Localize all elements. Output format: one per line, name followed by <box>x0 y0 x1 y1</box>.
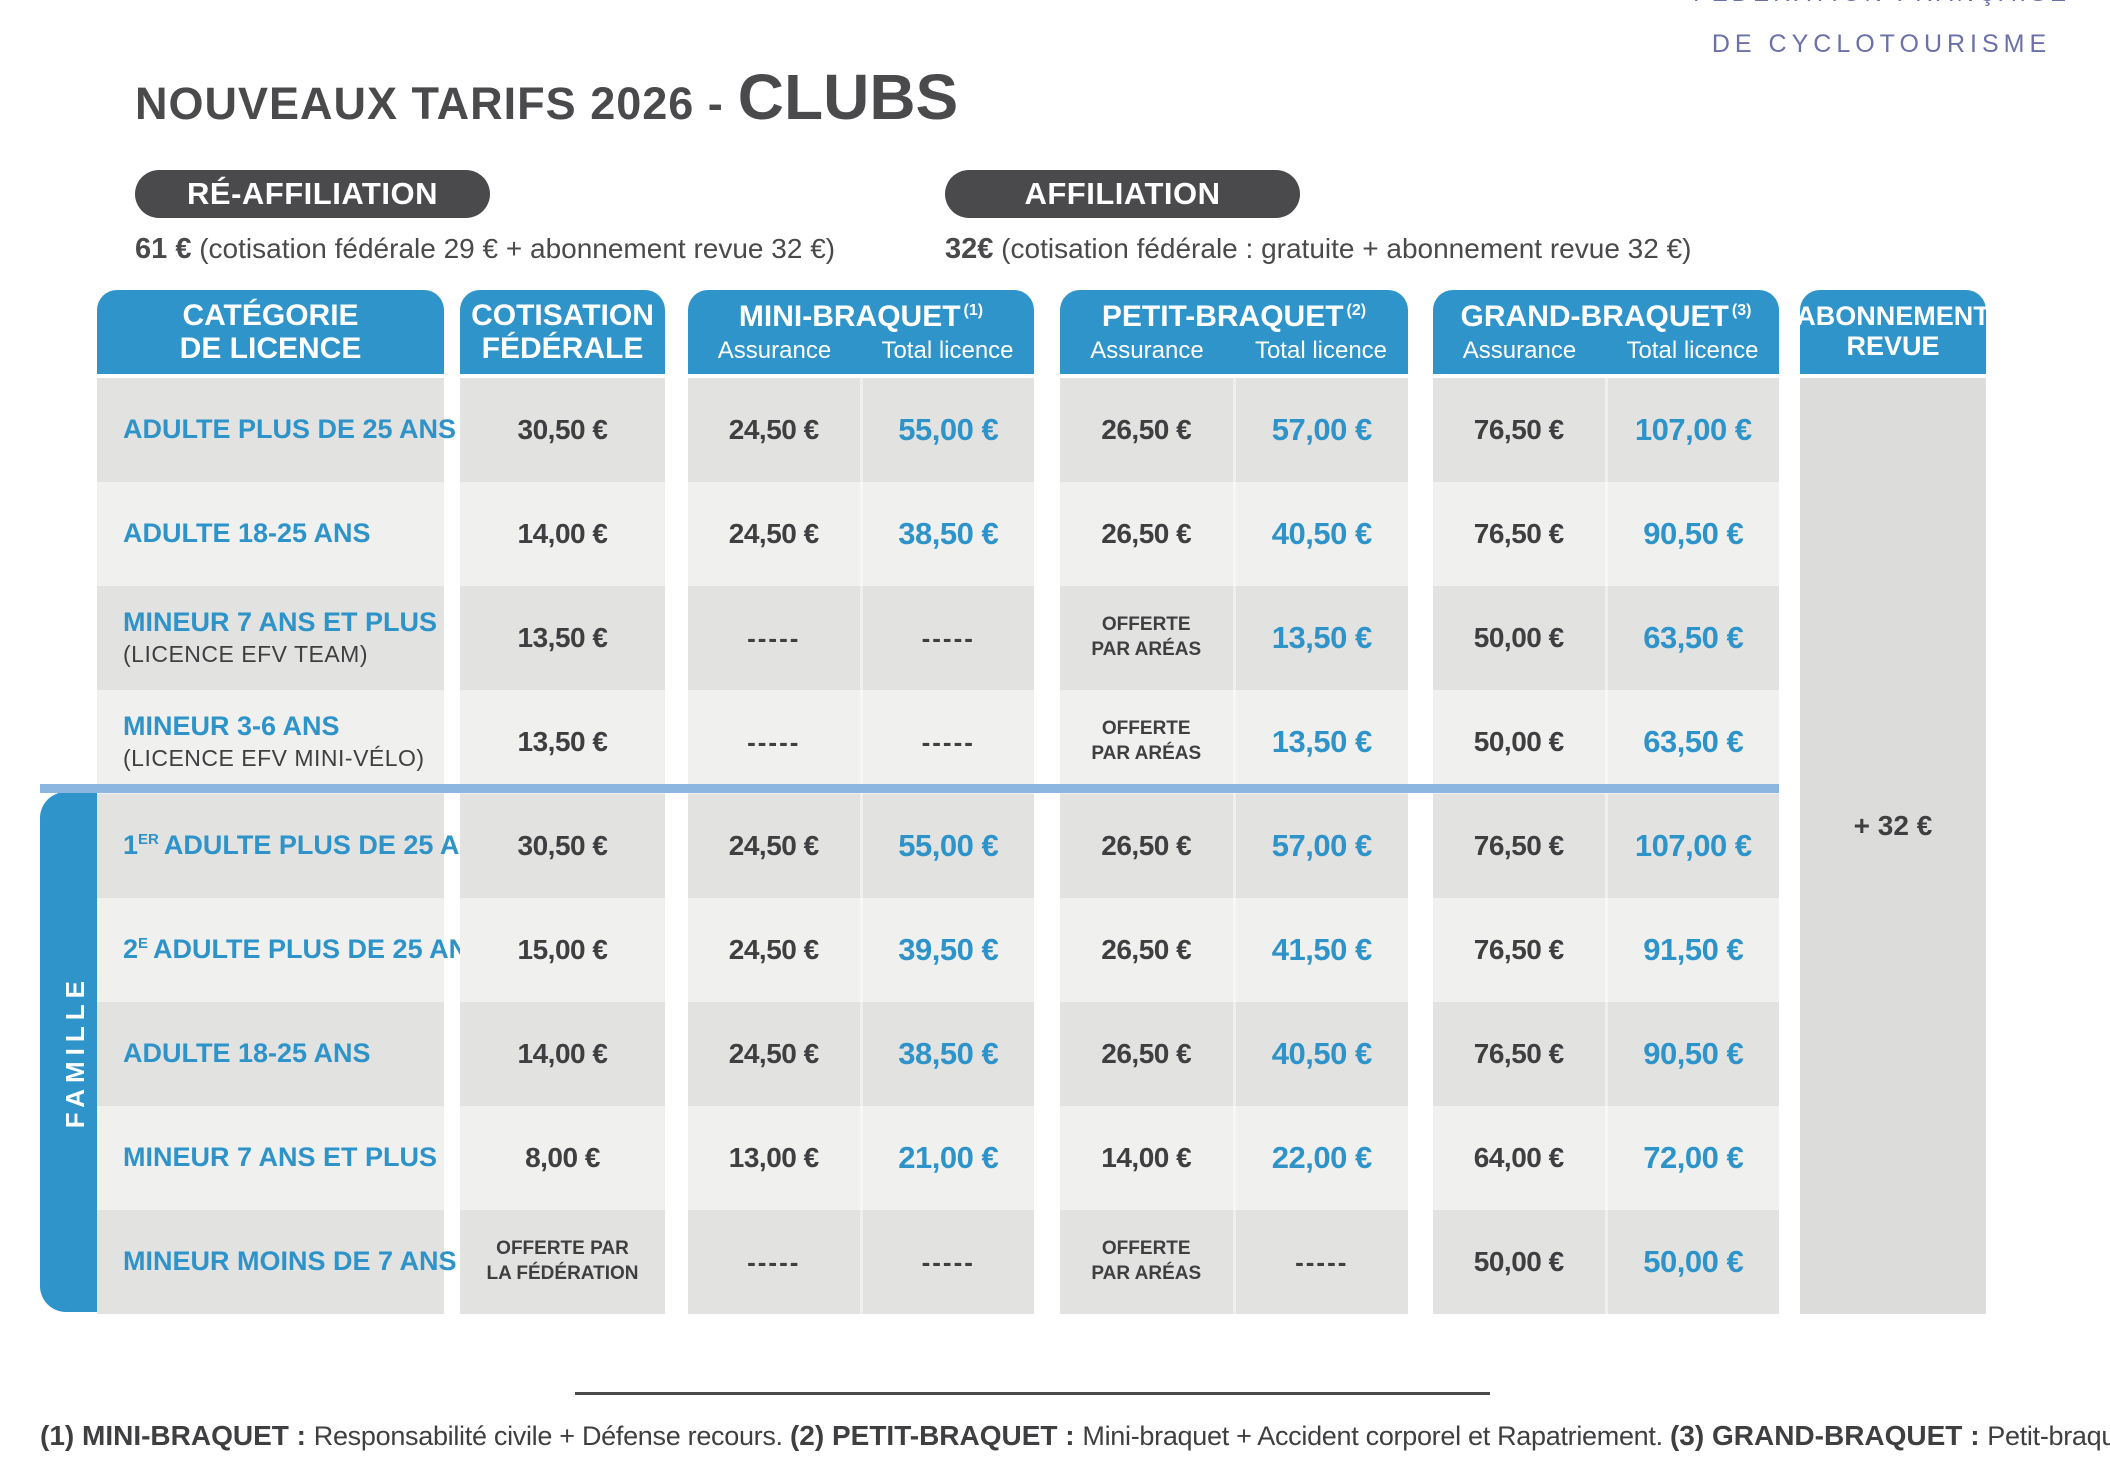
petit-braquet-cell: 26,50 €40,50 € <box>1060 482 1408 586</box>
column-abonnement-revue: ABONNEMENT REVUE + 32 € <box>1796 290 1990 1314</box>
grand-braquet-cell: 76,50 €90,50 € <box>1433 482 1779 586</box>
petit-braquet-cell: 14,00 €22,00 € <box>1060 1106 1408 1210</box>
petit-braquet-cell: 26,50 €41,50 € <box>1060 898 1408 1002</box>
grand-braquet-cell: 76,50 €91,50 € <box>1433 898 1779 1002</box>
footnotes: (1) MINI-BRAQUET : Responsabilité civile… <box>40 1420 2110 1452</box>
subheader-total-licence: Total licence <box>1626 337 1759 364</box>
reaffiliation-label: RÉ-AFFILIATION <box>187 176 438 211</box>
cotisation-cell: 13,50 € <box>460 690 665 794</box>
grand-braquet-cell: 64,00 €72,00 € <box>1433 1106 1779 1210</box>
subheader-assurance: Assurance <box>1462 337 1577 364</box>
cotisation-cell: 8,00 € <box>460 1106 665 1210</box>
subheader-total-licence: Total licence <box>1254 337 1388 364</box>
petit-braquet-cell: 26,50 €57,00 € <box>1060 378 1408 482</box>
affiliation-detail-text: (cotisation fédérale : gratuite + abonne… <box>1001 233 1692 264</box>
petit-braquet-cell: OFFERTE PAR ARÉAS 13,50 € <box>1060 690 1408 794</box>
logo-text: DE CYCLOTOURISME <box>1711 30 2052 58</box>
petit-braquet-cell: OFFERTE PAR ARÉAS ----- <box>1060 1210 1408 1314</box>
petit-braquet-cell: OFFERTE PAR ARÉAS 13,50 € <box>1060 586 1408 690</box>
cotisation-cell: 30,50 € <box>460 794 665 898</box>
header-categorie: CATÉGORIE DE LICENCE <box>97 290 444 374</box>
page-title: NOUVEAUX TARIFS 2026 - CLUBS <box>135 60 958 134</box>
header-cotisation: COTISATION FÉDÉRALE <box>460 290 665 374</box>
petit-braquet-cell: 26,50 €40,50 € <box>1060 1002 1408 1106</box>
header-categorie-line1: CATÉGORIE <box>182 299 359 332</box>
header-abonnement-line1: ABONNEMENT <box>1796 301 1990 332</box>
header-cotisation-line2: FÉDÉRALE <box>481 332 644 365</box>
column-petit-braquet: PETIT-BRAQUET (2) Assurance Total licence… <box>1060 290 1408 1314</box>
reaffiliation-price: 61 € <box>135 233 192 265</box>
footnote-term: (2) PETIT-BRAQUET : <box>789 1420 1083 1451</box>
category-cell: 1ER ADULTE PLUS DE 25 ANS <box>97 794 497 898</box>
column-grand-braquet: GRAND-BRAQUET (3) Assurance Total licence… <box>1433 290 1779 1314</box>
affiliation-label: AFFILIATION <box>1024 176 1221 211</box>
footnote-desc: Petit-braquet + dommage au vélo. <box>1987 1421 2110 1451</box>
cotisation-cell: 15,00 € <box>460 898 665 1002</box>
subheader-assurance: Assurance <box>1090 337 1204 364</box>
footnote-desc: Mini-braquet + Accident corporel et Rapa… <box>1082 1421 1670 1451</box>
category-cell: ADULTE PLUS DE 25 ANS <box>97 378 456 482</box>
cotisation-cell: 14,00 € <box>460 1002 665 1106</box>
reaffiliation-badge: RÉ-AFFILIATION <box>135 170 490 218</box>
header-cotisation-line1: COTISATION <box>471 299 654 332</box>
mini-braquet-cell: ----- ----- <box>688 586 1034 690</box>
grand-braquet-cell: 76,50 €107,00 € <box>1433 378 1779 482</box>
footnote-term: (1) MINI-BRAQUET : <box>40 1420 314 1451</box>
cotisation-cell: OFFERTE PAR LA FÉDÉRATION <box>460 1210 665 1314</box>
header-abonnement-revue: ABONNEMENT REVUE <box>1796 290 1990 374</box>
category-cell: MINEUR 7 ANS ET PLUS (LICENCE EFV TEAM) <box>97 586 444 690</box>
footnote-desc: Responsabilité civile + Défense recours. <box>313 1421 790 1451</box>
grand-braquet-cell: 50,00 €50,00 € <box>1433 1210 1779 1314</box>
affiliation-badge: AFFILIATION <box>945 170 1300 218</box>
category-cell: MINEUR 3-6 ANS (LICENCE EFV MINI-VÉLO) <box>97 690 444 794</box>
mini-braquet-cell: 24,50 €38,50 € <box>688 482 1034 586</box>
header-petit-braquet: PETIT-BRAQUET (2) Assurance Total licence <box>1060 290 1408 374</box>
reaffiliation-detail-text: (cotisation fédérale 29 € + abonnement r… <box>199 233 836 264</box>
cotisation-cell: 30,50 € <box>460 378 665 482</box>
federation-logo: FÉDÉRATION FRANÇAISE DE CYCLOTOURISME <box>1693 0 2070 59</box>
subheader-total-licence: Total licence <box>881 337 1014 364</box>
mini-braquet-cell: 24,50 €39,50 € <box>688 898 1034 1002</box>
mini-braquet-cell: 24,50 €38,50 € <box>688 1002 1034 1106</box>
category-cell: MINEUR MOINS DE 7 ANS <box>97 1210 457 1314</box>
grand-braquet-cell: 50,00 €63,50 € <box>1433 690 1779 794</box>
mini-braquet-cell: ----- ----- <box>688 1210 1034 1314</box>
affiliation-price: 32€ <box>945 233 994 265</box>
abonnement-body: + 32 € <box>1800 378 1986 1314</box>
category-cell: MINEUR 7 ANS ET PLUS <box>97 1106 444 1210</box>
category-cell: 2E ADULTE PLUS DE 25 ANS <box>97 898 486 1002</box>
grand-braquet-cell: 76,50 €107,00 € <box>1433 794 1779 898</box>
famille-label: FAMILLE <box>59 975 90 1129</box>
column-cotisation: COTISATION FÉDÉRALE 30,50 € 14,00 € 13,5… <box>460 290 665 1314</box>
header-abonnement-line2: REVUE <box>1846 331 1940 361</box>
header-mini-braquet: MINI-BRAQUET (1) Assurance Total licence <box>688 290 1034 374</box>
affiliation-detail: 32€ (cotisation fédérale : gratuite + ab… <box>945 233 1692 266</box>
mini-braquet-cell: ----- ----- <box>688 690 1034 794</box>
abonnement-value: + 32 € <box>1853 810 1933 841</box>
famille-separator-line <box>40 784 1779 793</box>
mini-braquet-cell: 24,50 €55,00 € <box>688 378 1034 482</box>
title-prefix: NOUVEAUX TARIFS 2026 - <box>135 78 724 129</box>
header-grand-braquet: GRAND-BRAQUET (3) Assurance Total licence <box>1433 290 1779 374</box>
grand-braquet-cell: 50,00 €63,50 € <box>1433 586 1779 690</box>
column-categorie: CATÉGORIE DE LICENCE ADULTE PLUS DE 25 A… <box>97 290 497 1314</box>
column-mini-braquet: MINI-BRAQUET (1) Assurance Total licence … <box>688 290 1034 1314</box>
logo-line-clipped: FÉDÉRATION FRANÇAISE <box>1693 0 2070 8</box>
grand-braquet-cell: 76,50 €90,50 € <box>1433 1002 1779 1106</box>
reaffiliation-detail: 61 € (cotisation fédérale 29 € + abonnem… <box>135 233 835 266</box>
cotisation-cell: 13,50 € <box>460 586 665 690</box>
cotisation-cell: 14,00 € <box>460 482 665 586</box>
category-cell: ADULTE 18-25 ANS <box>97 1002 444 1106</box>
petit-braquet-cell: 26,50 €57,00 € <box>1060 794 1408 898</box>
subheader-assurance: Assurance <box>717 337 832 364</box>
header-categorie-line2: DE LICENCE <box>179 332 362 365</box>
footnote-term: (3) GRAND-BRAQUET : <box>1669 1420 1988 1451</box>
mini-braquet-cell: 24,50 €55,00 € <box>688 794 1034 898</box>
category-cell: ADULTE 18-25 ANS <box>97 482 444 586</box>
mini-braquet-cell: 13,00 €21,00 € <box>688 1106 1034 1210</box>
title-clubs: CLUBS <box>737 61 959 133</box>
footer-divider <box>575 1392 1490 1395</box>
